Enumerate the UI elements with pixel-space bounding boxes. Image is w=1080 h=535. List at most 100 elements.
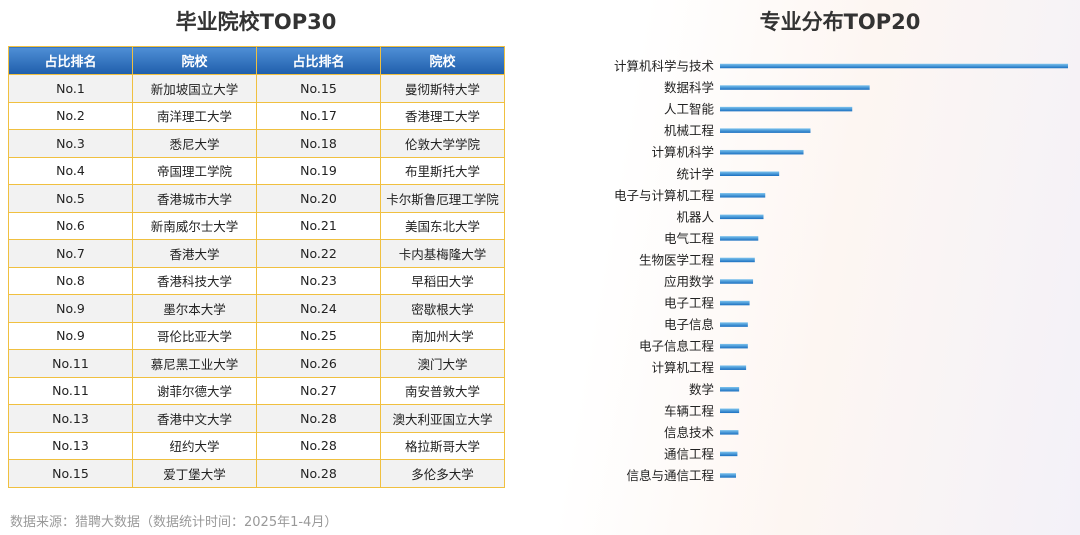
rank-cell: No.15: [256, 74, 381, 103]
rank-cell: No.28: [256, 431, 381, 460]
table-row: No.11 慕尼黑工业大学 No.26 澳门大学: [8, 349, 505, 378]
bar: [720, 106, 853, 112]
table-row: No.13 香港中文大学 No.28 澳大利亚国立大学: [8, 404, 505, 433]
school-cell: 哥伦比亚大学: [132, 321, 257, 350]
bar: [720, 408, 740, 414]
rank-cell: No.15: [8, 459, 133, 488]
category-label: 统计学: [676, 166, 714, 181]
rank-cell: No.8: [8, 266, 133, 295]
chart-title: 专业分布TOP20: [759, 10, 921, 34]
data-source-note: 数据来源：猎聘大数据（数据统计时间：2025年1-4月）: [10, 515, 338, 530]
rank-cell: No.26: [256, 349, 381, 378]
left-title: 毕业院校TOP30: [175, 10, 337, 34]
table-row: No.11 谢菲尔德大学 No.27 南安普敦大学: [8, 376, 505, 405]
category-label: 信息技术: [664, 425, 715, 440]
rank-cell: No.27: [256, 376, 381, 405]
category-label: 电子工程: [664, 296, 715, 311]
rank-cell: No.19: [256, 156, 381, 185]
school-cell: 多伦多大学: [380, 459, 505, 488]
category-label: 电气工程: [664, 231, 715, 246]
category-label: 机械工程: [664, 123, 715, 138]
rank-cell: No.1: [8, 74, 133, 103]
category-label: 计算机科学与技术: [614, 59, 715, 74]
school-cell: 香港大学: [132, 239, 257, 268]
school-cell: 格拉斯哥大学: [380, 431, 505, 460]
bar: [720, 279, 754, 284]
school-cell: 慕尼黑工业大学: [132, 349, 257, 378]
school-cell: 香港中文大学: [132, 404, 257, 433]
school-cell: 新南威尔士大学: [132, 211, 257, 240]
header-school-2: 院校: [380, 46, 505, 75]
bar: [720, 214, 764, 220]
school-cell: 美国东北大学: [380, 211, 505, 240]
header-rank-1: 占比排名: [8, 46, 133, 75]
school-cell: 曼彻斯特大学: [380, 74, 505, 103]
bar: [720, 149, 804, 155]
bar: [720, 473, 737, 478]
category-label: 生物医学工程: [639, 252, 715, 267]
bar: [720, 257, 755, 263]
school-cell: 卡内基梅隆大学: [380, 239, 505, 268]
table-row: No.1 新加坡国立大学 No.15 曼彻斯特大学: [8, 74, 505, 103]
table-row: No.9 墨尔本大学 No.24 密歇根大学: [8, 294, 505, 323]
bar: [720, 171, 780, 176]
category-label: 人工智能: [664, 102, 715, 117]
bar: [720, 430, 739, 435]
bar: [720, 63, 1068, 69]
school-cell: 南加州大学: [380, 321, 505, 350]
school-cell: 南洋理工大学: [132, 101, 257, 130]
category-label: 计算机科学: [651, 145, 714, 160]
rank-cell: No.7: [8, 239, 133, 268]
school-cell: 南安普敦大学: [380, 376, 505, 405]
school-cell: 密歇根大学: [380, 294, 505, 323]
table-row: No.8 香港科技大学 No.23 早稻田大学: [8, 266, 505, 295]
school-cell: 澳大利亚国立大学: [380, 404, 505, 433]
header-rank-2: 占比排名: [256, 46, 381, 75]
bar: [720, 343, 748, 349]
school-cell: 布里斯托大学: [380, 156, 505, 185]
bar: [720, 236, 759, 241]
school-cell: 墨尔本大学: [132, 294, 257, 323]
category-label: 数学: [689, 382, 714, 397]
category-label: 车辆工程: [664, 403, 715, 418]
bar: [720, 85, 870, 90]
school-table: 占比排名 院校 占比排名 院校 No.1 新加坡国立大学 No.15 曼彻斯特大学 No…: [8, 46, 505, 488]
rank-cell: No.22: [256, 239, 381, 268]
category-label: 电子信息工程: [639, 339, 715, 354]
school-cell: 香港科技大学: [132, 266, 257, 295]
rank-cell: No.5: [8, 184, 133, 213]
table-body: No.1 新加坡国立大学 No.15 曼彻斯特大学 No.2 南洋理工大学 No.17 香港理…: [8, 74, 505, 488]
table-row: No.6 新南威尔士大学 No.21 美国东北大学: [8, 211, 505, 240]
bar: [720, 193, 766, 198]
category-label: 机器人: [676, 209, 714, 224]
school-cell: 悉尼大学: [132, 129, 257, 158]
rank-cell: No.13: [8, 431, 133, 460]
table-row: No.5 香港城市大学 No.20 卡尔斯鲁厄理工学院: [8, 184, 505, 213]
category-label: 电子与计算机工程: [614, 188, 715, 203]
school-cell: 新加坡国立大学: [132, 74, 257, 103]
table-row: No.15 爱丁堡大学 No.28 多伦多大学: [8, 459, 505, 488]
rank-cell: No.28: [256, 404, 381, 433]
rank-cell: No.18: [256, 129, 381, 158]
category-label: 电子信息: [664, 317, 714, 332]
rank-cell: No.20: [256, 184, 381, 213]
school-cell: 纽约大学: [132, 431, 257, 460]
school-cell: 爱丁堡大学: [132, 459, 257, 488]
rank-cell: No.23: [256, 266, 381, 295]
school-cell: 帝国理工学院: [132, 156, 257, 185]
bar: [720, 365, 747, 370]
rank-cell: No.3: [8, 129, 133, 158]
bar: [720, 322, 748, 327]
rank-cell: No.28: [256, 459, 381, 488]
table-row: No.7 香港大学 No.22 卡内基梅隆大学: [8, 239, 505, 268]
school-cell: 香港理工大学: [380, 101, 505, 130]
rank-cell: No.17: [256, 101, 381, 130]
rank-cell: No.9: [8, 321, 133, 350]
major-bar-chart: 计算机科学与技术数据科学人工智能机械工程计算机科学统计学电子与计算机工程机器人电…: [614, 59, 1068, 483]
rank-cell: No.13: [8, 404, 133, 433]
category-label: 计算机工程: [651, 360, 714, 375]
rank-cell: No.4: [8, 156, 133, 185]
bar: [720, 300, 750, 306]
school-cell: 香港城市大学: [132, 184, 257, 213]
school-cell: 伦敦大学学院: [380, 129, 505, 158]
